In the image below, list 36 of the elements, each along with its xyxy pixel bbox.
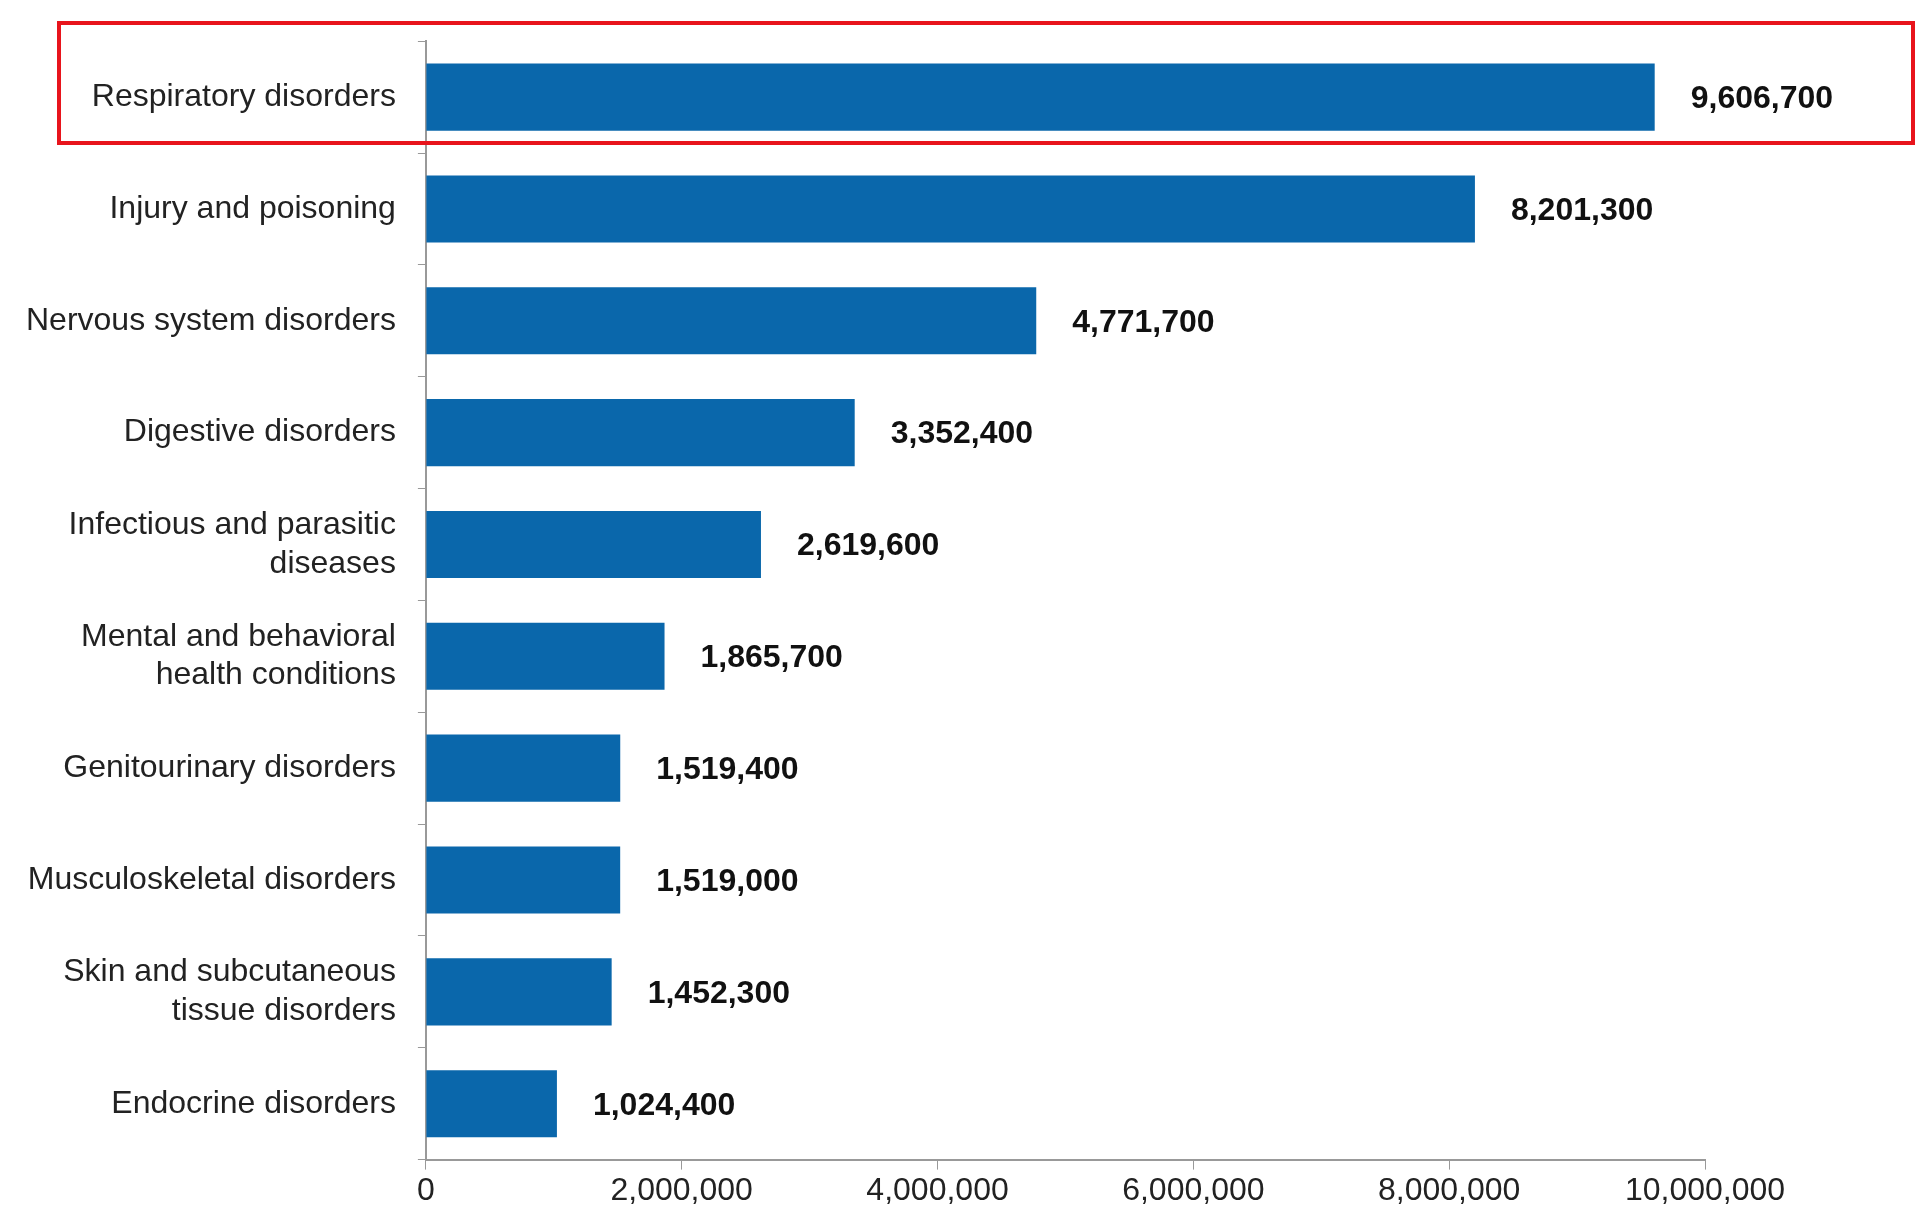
data-label: 1,024,400 xyxy=(592,1085,736,1122)
x-tick-label: 10,000,000 xyxy=(1624,1170,1786,1207)
bar xyxy=(426,510,761,579)
data-label: 1,452,300 xyxy=(647,973,791,1010)
x-tick-label: 6,000,000 xyxy=(1122,1170,1265,1207)
y-tick-label: Skin and subcutaneous tissue disorders xyxy=(63,952,396,1027)
y-tick-label: Injury and poisoning xyxy=(109,188,396,225)
y-tick-label: Mental and behavioral health conditions xyxy=(81,616,396,692)
y-tick-label: Genitourinary disorders xyxy=(63,747,396,784)
y-tick-label: Digestive disorders xyxy=(123,412,396,449)
data-label: 1,519,000 xyxy=(656,861,799,898)
data-label: 1,519,400 xyxy=(656,749,799,786)
bar xyxy=(426,175,1475,243)
data-label: 2,619,600 xyxy=(796,526,940,563)
bar xyxy=(426,734,621,802)
x-tick-label: 2,000,000 xyxy=(610,1170,753,1207)
data-label: 9,606,700 xyxy=(1690,78,1834,115)
bar xyxy=(426,958,612,1026)
bar xyxy=(426,287,1037,355)
y-tick-label: Musculoskeletal disorders xyxy=(27,859,396,896)
x-tick-label: 0 xyxy=(416,1170,435,1207)
bar xyxy=(426,399,855,467)
data-label: 1,865,700 xyxy=(700,638,843,675)
bar xyxy=(426,63,1655,131)
x-tick-label: 4,000,000 xyxy=(866,1170,1009,1207)
bar xyxy=(426,1070,557,1138)
y-tick-label: Endocrine disorders xyxy=(111,1083,396,1120)
data-label: 8,201,300 xyxy=(1510,190,1654,227)
y-tick-label: Nervous system disorders xyxy=(26,300,396,337)
y-tick-label: Respiratory disorders xyxy=(91,76,396,113)
data-label: 3,352,400 xyxy=(890,414,1034,451)
data-label: 4,771,700 xyxy=(1072,302,1215,339)
y-tick-label: Infectious and parasitic diseases xyxy=(68,505,396,580)
bar xyxy=(426,622,665,690)
x-tick-label: 8,000,000 xyxy=(1378,1170,1521,1207)
bar xyxy=(426,846,621,914)
